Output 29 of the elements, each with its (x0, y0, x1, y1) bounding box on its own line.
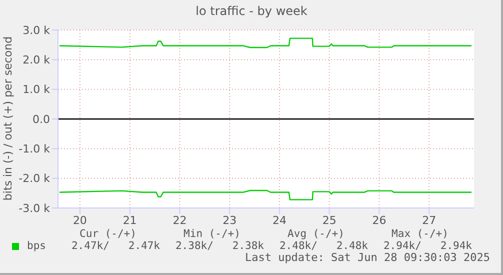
text: 2.94k/ 2.94k (382, 240, 472, 252)
y-tick-label: 0.0 (32, 112, 50, 126)
line-series (58, 38, 472, 48)
x-tick-label: 24 (272, 214, 286, 227)
text: 2.48k/ 2.48k (278, 240, 368, 252)
y-axis-title: bits in (-) / out (+) per second (2, 35, 14, 203)
x-tick-label: 21 (122, 214, 137, 227)
y-tick-label: -2.0 k (18, 172, 51, 186)
y-tick-label: -1.0 k (18, 142, 51, 156)
x-tick-label: 22 (172, 214, 187, 227)
y-tick-label: 3.0 k (22, 24, 51, 37)
y-tick-label: 1.0 k (22, 83, 51, 96)
x-tick-label: 27 (422, 214, 436, 227)
chart-title: lo traffic - by week (194, 4, 308, 18)
y-tick-label: -3.0 k (18, 202, 51, 215)
text: 2.47k/ 2.47k (70, 240, 160, 252)
text: 2.38k/ 2.38k (174, 240, 264, 252)
x-tick-label: 23 (222, 214, 237, 227)
text: Cur (-/+) (78, 228, 138, 240)
text: Min (-/+) (182, 228, 242, 240)
y-tick-label: 2.0 k (22, 54, 51, 67)
line-series (58, 190, 472, 200)
x-tick-label: 20 (72, 214, 87, 227)
text: Last update: Sat Jun 28 09:30:03 2025 (244, 251, 490, 264)
x-tick-label: 25 (322, 214, 336, 227)
text: Max (-/+) (390, 228, 450, 240)
text: Avg (-/+) (286, 228, 346, 240)
legend-label: bps (27, 240, 46, 252)
x-tick-label: 26 (372, 214, 386, 227)
